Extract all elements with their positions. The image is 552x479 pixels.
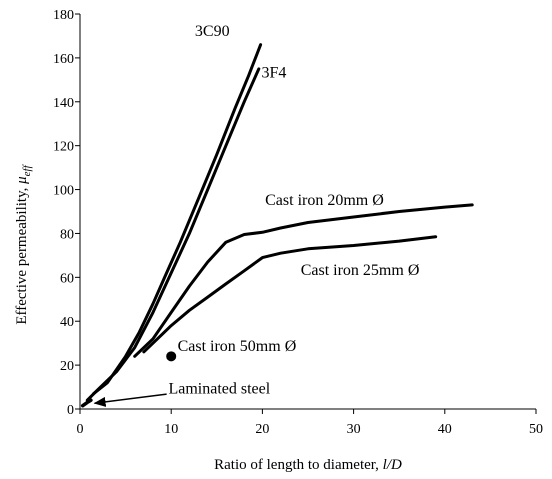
y-tick-label: 20 <box>60 359 74 374</box>
series-line-3f4 <box>85 67 261 402</box>
series-line-cast-iron-25mm <box>142 235 438 354</box>
x-axis-title-main: Ratio of length to diameter, <box>214 457 383 473</box>
y-tick-label: 100 <box>53 184 74 199</box>
series-marker-cast-iron-50mm <box>166 351 177 362</box>
x-axis-title-italic: l/D <box>383 457 402 473</box>
series-line-3c90 <box>92 43 263 396</box>
series-layer <box>80 43 474 408</box>
x-tick-label: 30 <box>347 422 361 437</box>
y-tick-label: 80 <box>60 227 74 242</box>
annotation-laminated-steel: Laminated steel <box>168 381 270 398</box>
laminated-steel-arrow <box>93 393 167 407</box>
annotation-cast-iron-20mm: Cast iron 20mm Ø <box>265 192 384 209</box>
x-tick-label: 50 <box>529 422 543 437</box>
x-tick-label: 10 <box>164 422 178 437</box>
x-tick-label: 0 <box>77 422 84 437</box>
y-tick-label: 40 <box>60 315 74 330</box>
y-tick-label: 140 <box>53 96 74 111</box>
y-axis-title: Effective permeability, μeff <box>14 163 33 324</box>
y-tick-label: 120 <box>53 140 74 155</box>
series-line-laminated-steel <box>80 398 93 408</box>
y-axis-title-subscript: eff <box>21 163 33 176</box>
x-axis-title: Ratio of length to diameter, l/D <box>214 457 402 473</box>
y-tick-label: 60 <box>60 271 74 286</box>
y-tick-label: 180 <box>53 8 74 23</box>
axes-layer: 0 10 20 30 40 50 0 20 40 60 80 100 120 140 160 180 <box>53 8 543 437</box>
y-axis-title-symbol: μ <box>14 176 30 185</box>
series-line-cast-iron-20mm <box>133 203 474 358</box>
annotation-3f4: 3F4 <box>261 65 286 82</box>
x-tick-label: 20 <box>255 422 269 437</box>
annotation-cast-iron-25mm: Cast iron 25mm Ø <box>301 262 420 279</box>
y-axis-title-main: Effective permeability, <box>14 184 30 325</box>
x-tick-label: 40 <box>438 422 452 437</box>
annotation-layer: 3C90 3F4 Cast iron 20mm Ø Cast iron 25mm Ø C… <box>93 23 420 407</box>
y-tick-label: 0 <box>67 403 74 418</box>
annotation-3c90: 3C90 <box>195 23 230 40</box>
y-tick-label: 160 <box>53 52 74 67</box>
annotation-cast-iron-50mm: Cast iron 50mm Ø <box>178 338 297 355</box>
